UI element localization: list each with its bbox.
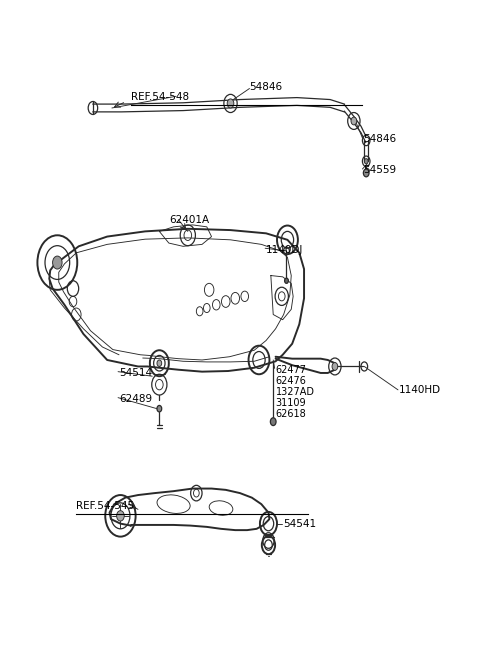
Circle shape <box>227 99 234 108</box>
Text: 54846: 54846 <box>363 134 396 144</box>
Text: 31109: 31109 <box>276 398 306 408</box>
Circle shape <box>332 363 338 370</box>
Text: 62618: 62618 <box>276 409 306 419</box>
Text: 1327AD: 1327AD <box>276 387 314 397</box>
Circle shape <box>157 405 162 412</box>
Text: 62476: 62476 <box>276 376 306 386</box>
Text: 54514: 54514 <box>119 368 152 378</box>
Circle shape <box>53 256 62 269</box>
Circle shape <box>351 117 357 125</box>
Text: 62401A: 62401A <box>169 215 209 225</box>
Text: 1140DJ: 1140DJ <box>266 244 303 255</box>
Text: 54541: 54541 <box>283 519 316 529</box>
Text: 1140HD: 1140HD <box>399 386 441 396</box>
Circle shape <box>117 511 124 521</box>
Circle shape <box>363 169 369 177</box>
Text: 62489: 62489 <box>119 394 152 404</box>
Circle shape <box>364 159 368 164</box>
Circle shape <box>270 418 276 426</box>
Text: REF.54-548: REF.54-548 <box>131 92 189 102</box>
Text: 62477: 62477 <box>276 365 307 375</box>
Text: 54559: 54559 <box>363 165 396 176</box>
Text: 54846: 54846 <box>250 83 283 92</box>
Circle shape <box>285 278 288 284</box>
Circle shape <box>157 360 162 366</box>
Text: REF.54-545: REF.54-545 <box>76 501 134 511</box>
